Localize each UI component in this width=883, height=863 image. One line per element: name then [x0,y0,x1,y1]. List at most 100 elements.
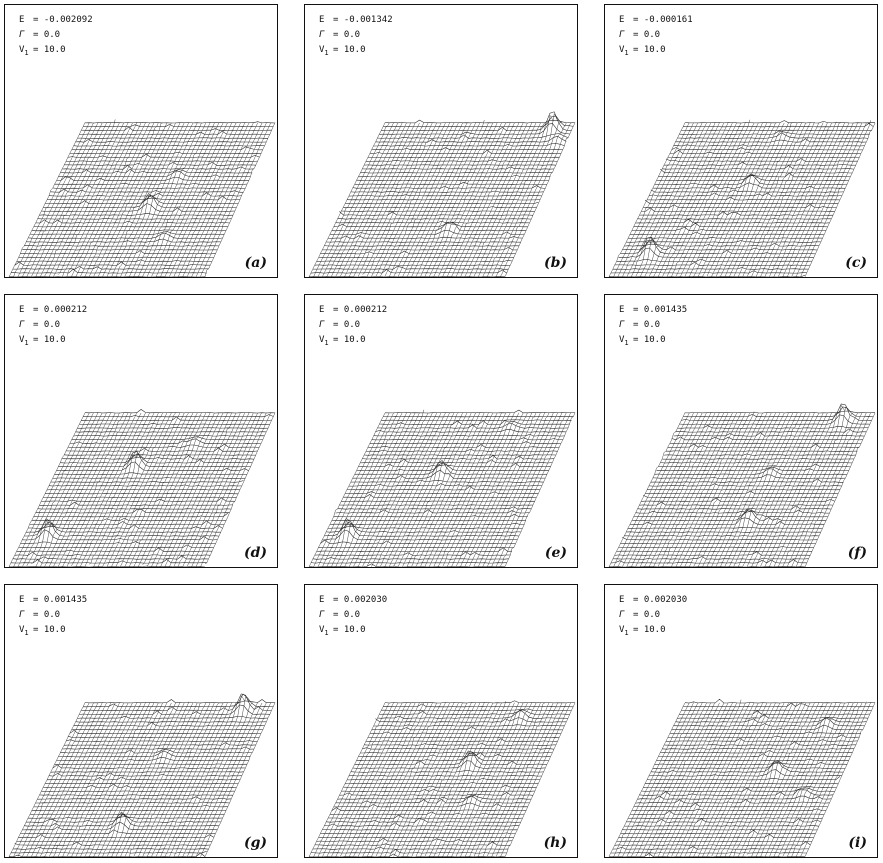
parameter-value: 0.000212 [43,305,88,315]
surface-column-line [420,122,494,277]
parameter-value: 0.0 [643,30,661,40]
gamma-row: Γ = 0.0 [319,28,393,43]
surface-column-line [622,122,699,277]
surface-column-line [35,702,112,857]
gamma-row: Γ = 0.0 [19,608,87,623]
surface-column-line [473,702,545,857]
surface-column-line [44,122,120,277]
surface-column-line [111,702,185,857]
surface-column-line [755,702,828,857]
surface-column-line [693,122,768,277]
surface-column-line [608,412,686,567]
surface-column-line [393,412,468,567]
surface-column-line [331,702,407,857]
surface-column-line [666,699,742,857]
surface-column-line [57,412,133,567]
surface-column-line [13,412,90,567]
surface-column-line [384,122,459,277]
surface-column-line [804,122,876,277]
surface-column-line [635,122,712,277]
parameter-block: E = 0.001435 Γ = 0.0 V1 = 10.0 [19,593,87,638]
surface-column-line [460,412,533,567]
energy-row: E = 0.001435 [619,303,687,318]
surface-column-line [26,702,103,857]
surface-column-line [644,702,720,857]
v1-symbol: V1 [619,45,629,57]
panel-label: (g) [243,835,267,851]
surface-column-line [778,406,850,567]
surface-column-line [639,702,716,857]
figure-panel: E = 0.001435 Γ = 0.0 V1 = 10.0 (f) [604,294,878,568]
v1-symbol: V1 [619,335,629,347]
gamma-symbol: Γ [619,30,625,40]
surface-column-line [160,122,233,277]
surface-column-line [478,702,550,857]
surface-column-line [711,122,785,277]
surface-column-line [631,702,707,857]
surface-column-line [93,702,168,857]
surface-column-line [22,412,99,567]
surface-column-line [786,122,858,277]
surface-column-line [711,702,785,857]
gamma-row: Γ = 0.0 [619,318,687,333]
v1-symbol: V1 [19,45,29,57]
parameter-value: 10.0 [343,45,366,55]
surface-column-line [191,412,263,567]
surface-column-line [48,702,125,857]
surface-column-line [478,122,550,277]
surface-column-line [8,702,86,857]
surface-column-line [769,122,841,277]
surface-row-line [381,111,572,131]
surface-column-line [371,412,446,567]
surface-column-line [500,122,571,277]
panel-label: (h) [543,835,567,851]
surface-column-line [706,702,781,857]
surface-column-line [473,412,546,567]
energy-symbol: E [19,595,25,605]
surface-column-line [195,122,267,277]
parameter-value: 10.0 [43,45,66,55]
surface-column-line [491,121,563,277]
surface-column-line [137,122,211,277]
surface-column-line [106,412,181,567]
surface-column-line [648,412,725,567]
parameter-block: E = -0.001342 Γ = 0.0 V1 = 10.0 [319,13,393,58]
surface-column-line [420,412,494,567]
equals-sign: = [333,335,344,345]
parameter-value: 10.0 [343,625,366,635]
surface-column-line [786,702,858,857]
surface-column-line [353,702,429,857]
surface-column-line [486,412,558,567]
surface-column-line [317,412,394,567]
surface-row-line [8,565,206,567]
surface-column-line [191,702,263,857]
surface-row-line [635,798,830,804]
parameter-block: E = -0.002092 Γ = 0.0 V1 = 10.0 [19,13,93,58]
surface-column-line [48,122,125,277]
surface-row-line [309,853,506,857]
gamma-symbol: Γ [319,610,325,620]
surface-column-line [613,412,690,567]
surface-column-line [48,412,125,567]
surface-column-line [164,122,237,277]
energy-row: E = -0.002092 [19,13,93,28]
surface-column-line [106,122,181,277]
surface-row-line [675,717,867,723]
surface-column-line [120,702,194,857]
surface-column-line [397,702,472,857]
surface-column-line [720,702,794,857]
surface-column-line [97,702,172,857]
surface-column-line [711,412,785,567]
surface-column-line [182,122,254,277]
surface-row-line [618,247,814,258]
surface-column-line [335,702,412,857]
surface-column-line [451,702,524,857]
surface-row-line [326,818,521,823]
surface-row-line [20,829,216,835]
surface-column-line [142,412,215,566]
panel-label: (f) [847,545,867,561]
surface-column-line [89,412,163,565]
gamma-row: Γ = 0.0 [619,608,687,623]
surface-column-line [31,412,107,564]
surface-column-line [84,702,159,857]
